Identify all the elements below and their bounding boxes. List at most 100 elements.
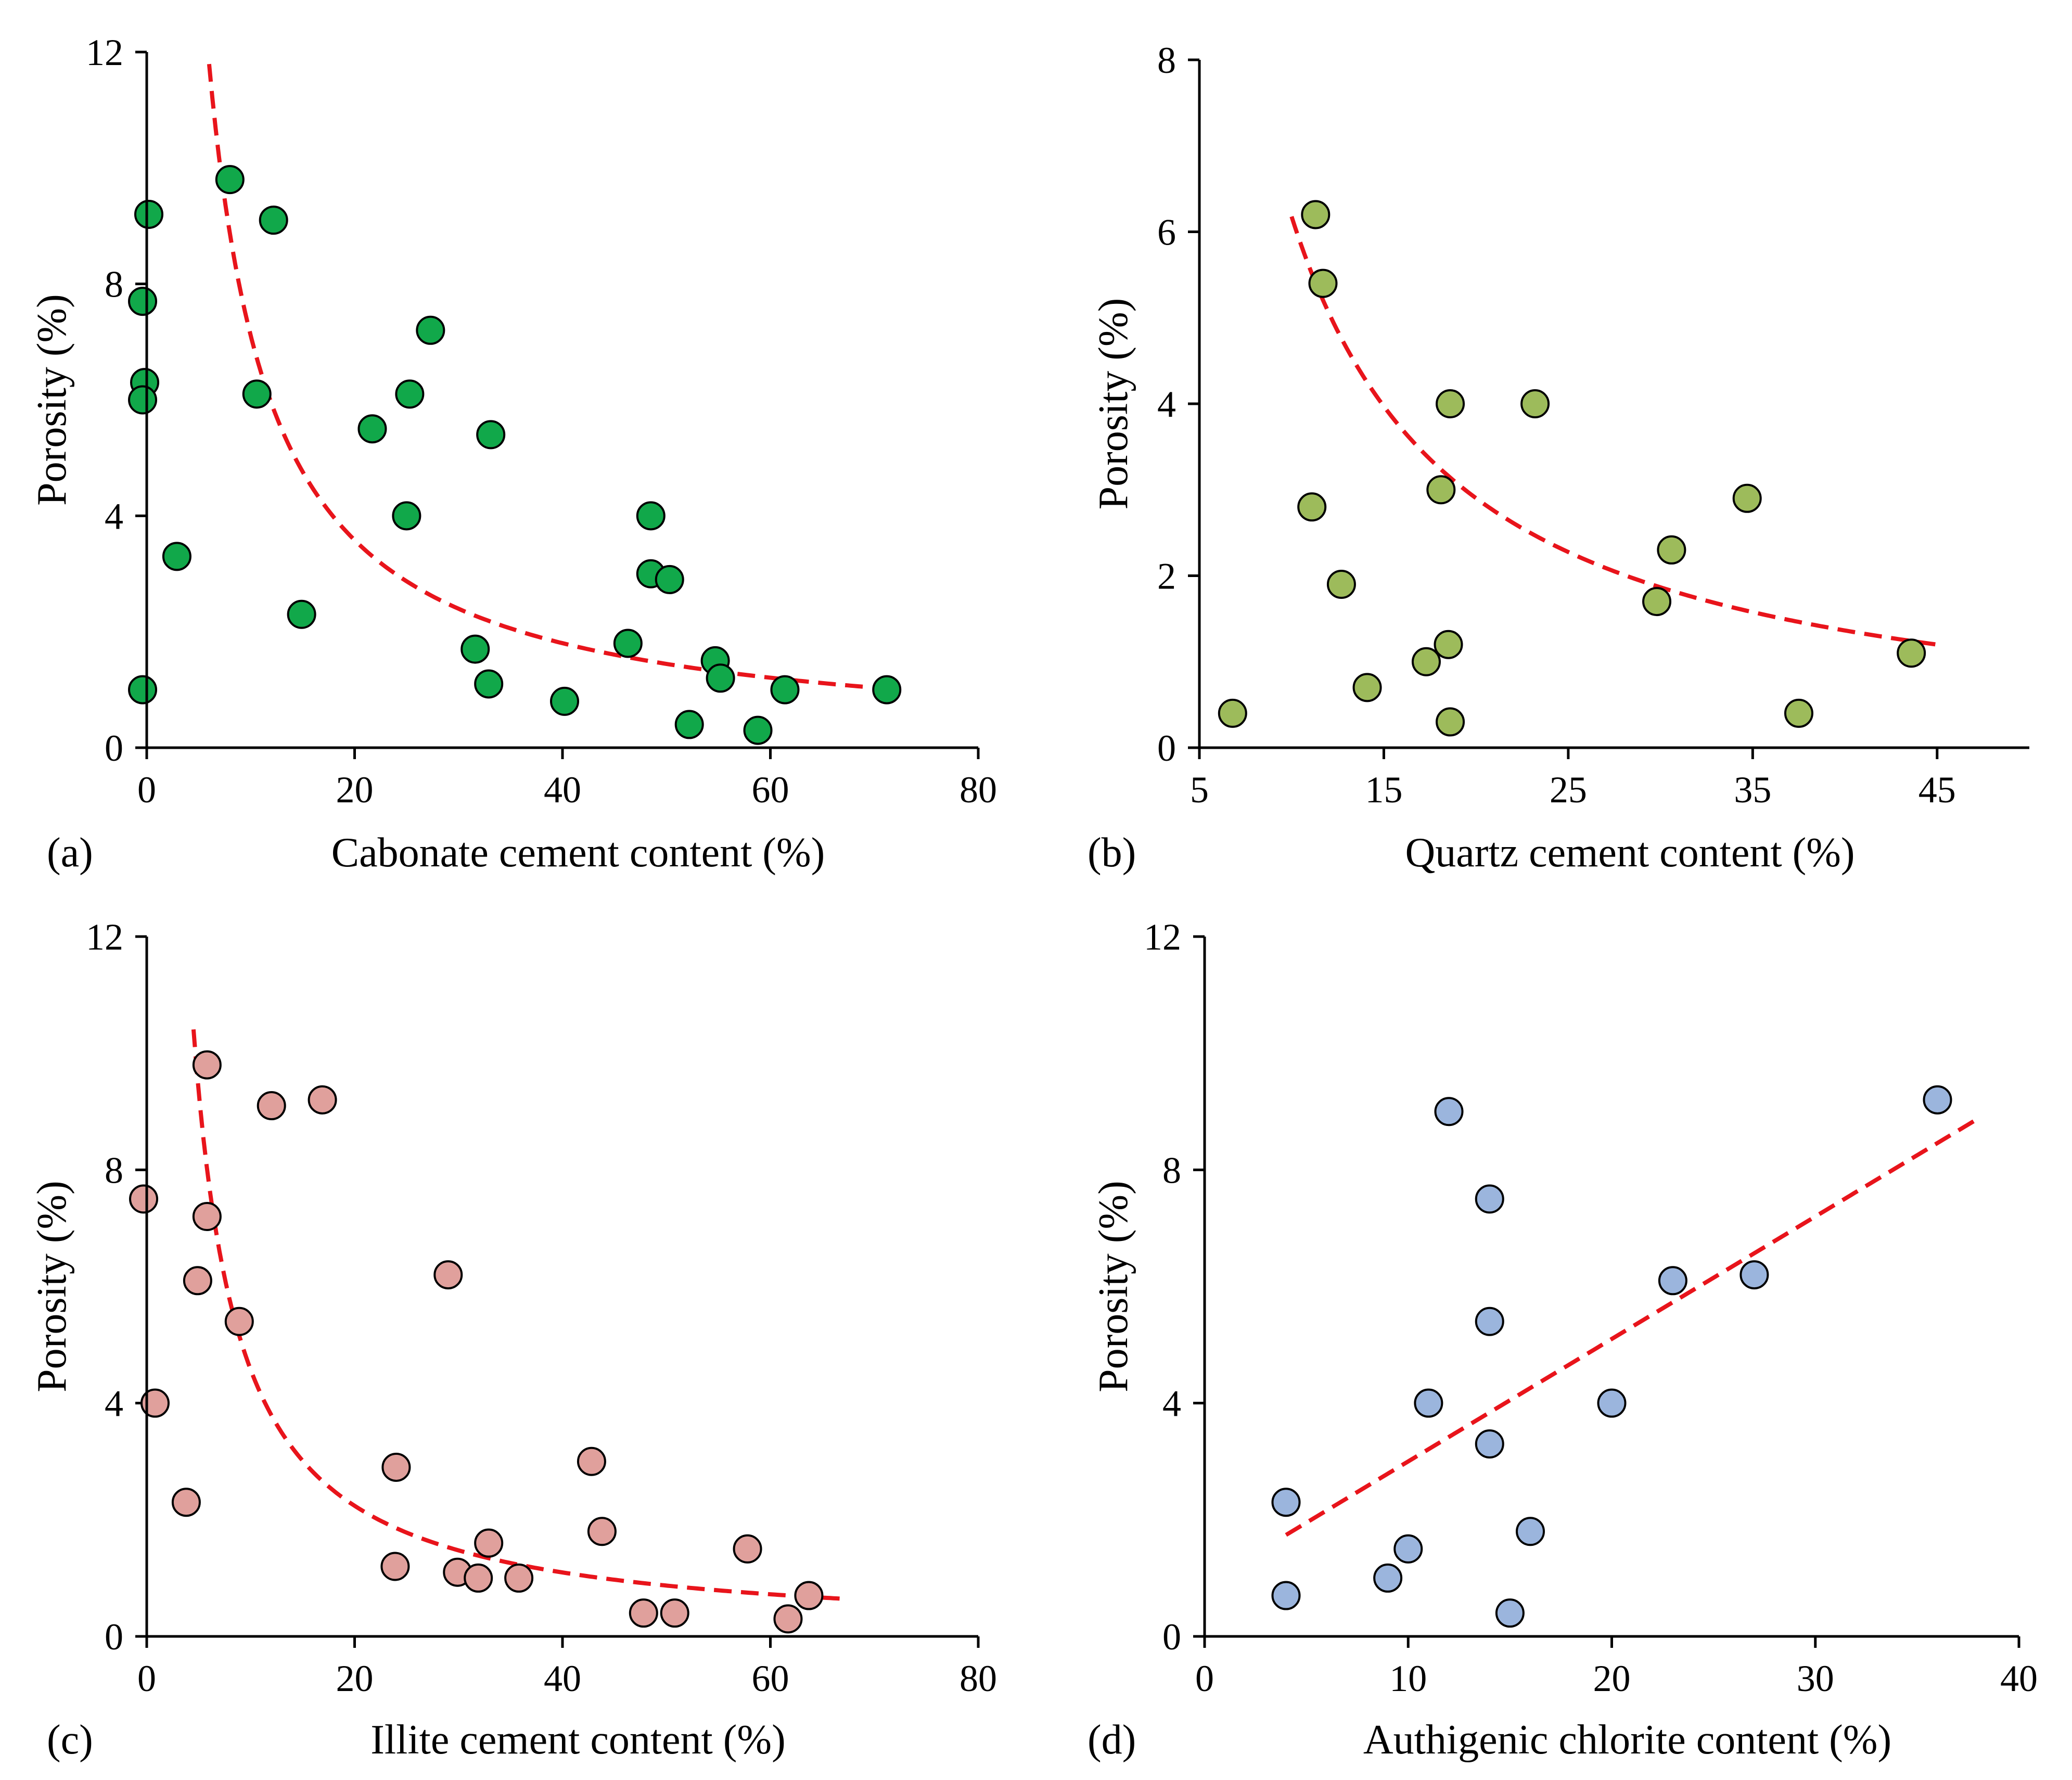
panel-a-trend-group <box>207 63 864 689</box>
panel-b-point <box>1297 492 1327 522</box>
panel-b-point <box>1434 630 1463 659</box>
panel-d-ytick-label: 8 <box>1162 1149 1181 1191</box>
panel-b-ytick-label: 0 <box>1157 727 1176 769</box>
panel-a-x-label: Cabonate cement content (%) <box>331 830 825 876</box>
panel-c-ytick-label: 12 <box>86 916 123 958</box>
panel-d-point <box>1373 1563 1403 1593</box>
panel-a: 0 20 40 60 80 0 4 8 12 Porosity (%) Cabonate cem… <box>29 32 997 876</box>
panel-d-x-label: Authigenic chlorite content (%) <box>1363 1717 1891 1763</box>
panel-b-xtick-label: 45 <box>1918 769 1956 811</box>
panel-c-point <box>587 1517 617 1546</box>
panel-b-xtick-label: 35 <box>1734 769 1771 811</box>
panel-b-y-label: Porosity (%) <box>1091 298 1136 510</box>
panel-a-xtick-label: 40 <box>544 769 581 811</box>
panel-a-trend-line <box>207 63 864 689</box>
panel-b-point <box>1352 673 1382 702</box>
panel-c-point <box>504 1563 534 1593</box>
panel-d-ytick-label: 4 <box>1162 1383 1181 1425</box>
panel-c-point <box>380 1552 410 1581</box>
panel-b-xtick-label: 15 <box>1365 769 1402 811</box>
panel-a-xtick-label: 0 <box>137 769 156 811</box>
panel-d-point <box>1740 1260 1769 1290</box>
panel-c-ticks: 0 20 40 60 80 0 4 8 12 <box>86 916 997 1699</box>
panel-b-ticks: 5 15 25 35 45 0 2 4 6 8 <box>1157 40 1956 811</box>
panel-c-xtick-label: 40 <box>544 1658 581 1699</box>
panel-a-point <box>395 379 425 409</box>
panel-c-x-label: Illite cement content (%) <box>370 1717 785 1763</box>
panel-a-point <box>259 206 288 235</box>
panel-d-xtick-label: 40 <box>2000 1658 2038 1699</box>
panel-c-point <box>773 1604 803 1634</box>
panel-b-point <box>1732 483 1762 513</box>
panel-a-point <box>636 501 666 531</box>
panel-d-point <box>1271 1488 1301 1517</box>
panel-a-point <box>162 542 191 571</box>
panel-b-point <box>1657 535 1686 565</box>
panel-c-xtick-label: 0 <box>137 1658 156 1699</box>
panel-b-point <box>1308 268 1338 298</box>
panel-d-point <box>1475 1307 1504 1336</box>
panel-a-point <box>474 669 504 699</box>
panel-d-point <box>1923 1085 1952 1115</box>
panel-c-point <box>660 1598 689 1628</box>
panel-c: 0 20 40 60 80 0 4 8 12 Porosity (%) Illite cemen… <box>29 916 997 1763</box>
panel-b-trend-line <box>1289 215 1938 647</box>
panel-a-ytick-label: 8 <box>105 264 123 305</box>
panel-b-trend-group <box>1289 215 1938 647</box>
panel-d-points <box>1271 1085 1952 1628</box>
panel-c-points <box>129 1050 824 1634</box>
panel-b-ytick-label: 2 <box>1157 556 1176 597</box>
panel-c-point <box>129 1184 159 1214</box>
panel-b-point <box>1784 698 1813 728</box>
panel-b-ytick-label: 4 <box>1157 383 1176 425</box>
panel-a-tag: (a) <box>47 830 93 876</box>
panel-d-point <box>1393 1534 1423 1564</box>
panel-c-tag: (c) <box>47 1717 93 1763</box>
panel-c-trend-line <box>191 1029 843 1601</box>
panel-a-ytick-label: 12 <box>86 32 123 73</box>
panel-b-point <box>1218 698 1247 728</box>
panel-c-point <box>733 1534 762 1564</box>
panel-b-ytick-label: 8 <box>1157 40 1176 81</box>
panel-a-xtick-label: 20 <box>336 769 374 811</box>
panel-d-point <box>1516 1517 1545 1546</box>
panel-c-trend-group <box>191 1029 843 1601</box>
panel-b-xtick-label: 5 <box>1190 769 1209 811</box>
panel-c-xtick-label: 60 <box>752 1658 789 1699</box>
panel-d: 0 10 20 30 40 0 4 8 12 Porosity (%) Authigenic c… <box>1088 916 2038 1763</box>
panel-c-point <box>140 1388 170 1418</box>
panel-a-point <box>613 629 643 658</box>
panel-a-point <box>128 385 158 415</box>
panel-d-point <box>1658 1266 1687 1296</box>
panel-b-x-label: Quartz cement content (%) <box>1405 830 1854 876</box>
panel-d-xtick-label: 0 <box>1195 1658 1214 1699</box>
panel-d-xtick-label: 20 <box>1593 1658 1631 1699</box>
panel-d-point <box>1475 1184 1504 1214</box>
panel-a-xtick-label: 80 <box>960 769 997 811</box>
panel-a-point <box>743 715 773 745</box>
panel-c-point <box>464 1563 493 1593</box>
panel-b-point <box>1411 647 1441 676</box>
panel-d-ytick-label: 12 <box>1144 916 1181 958</box>
panel-a-ytick-label: 4 <box>105 495 123 537</box>
panel-b-point <box>1301 200 1331 229</box>
panel-c-point <box>474 1528 504 1558</box>
panel-a-point <box>706 663 735 693</box>
panel-c-point <box>308 1085 337 1115</box>
panel-d-tag: (d) <box>1088 1717 1136 1763</box>
panel-a-point <box>655 565 684 594</box>
panel-c-point <box>171 1488 201 1517</box>
panel-c-y-label: Porosity (%) <box>29 1181 75 1392</box>
panel-b-point <box>1520 389 1550 418</box>
panel-c-xtick-label: 20 <box>336 1658 374 1699</box>
panel-c-ytick-label: 4 <box>105 1383 123 1425</box>
panel-a-point <box>476 420 506 450</box>
panel-b: 5 15 25 35 45 0 2 4 6 8 Porosity (%) Quartz cemen… <box>1088 40 2029 876</box>
panel-b-point <box>1642 587 1672 617</box>
panel-c-point <box>183 1266 212 1296</box>
panel-b-point <box>1426 475 1456 505</box>
panel-d-point <box>1414 1388 1443 1418</box>
panel-a-point <box>872 675 902 705</box>
panel-d-xtick-label: 10 <box>1389 1658 1427 1699</box>
